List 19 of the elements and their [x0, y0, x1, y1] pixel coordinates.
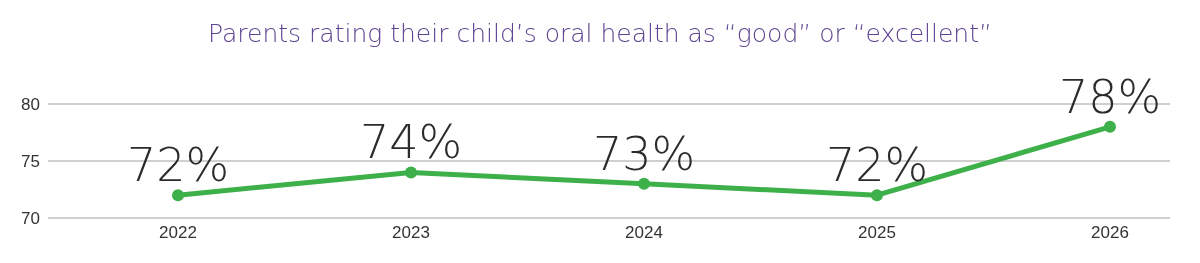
data-label: 78%	[1058, 69, 1162, 124]
y-tick-label: 80	[21, 95, 40, 115]
data-label: 73%	[592, 126, 696, 181]
point	[638, 177, 650, 190]
y-tick-label: 75	[21, 152, 40, 172]
data-label: 72%	[825, 138, 929, 193]
data-label: 72%	[126, 138, 230, 193]
x-tick-label: 2026	[1091, 223, 1129, 243]
point	[871, 189, 883, 202]
point	[405, 166, 417, 179]
x-tick-label: 2022	[159, 223, 197, 243]
point	[172, 189, 184, 202]
chart-title: Parents rating their child’s oral health as “good” or “excellent”	[207, 17, 993, 50]
x-tick-label: 2023	[392, 223, 430, 243]
point	[1104, 120, 1116, 133]
x-tick-label: 2024	[625, 223, 663, 243]
x-tick-label: 2025	[858, 223, 896, 243]
data-label: 74%	[359, 115, 463, 170]
y-tick-label: 70	[21, 209, 40, 229]
